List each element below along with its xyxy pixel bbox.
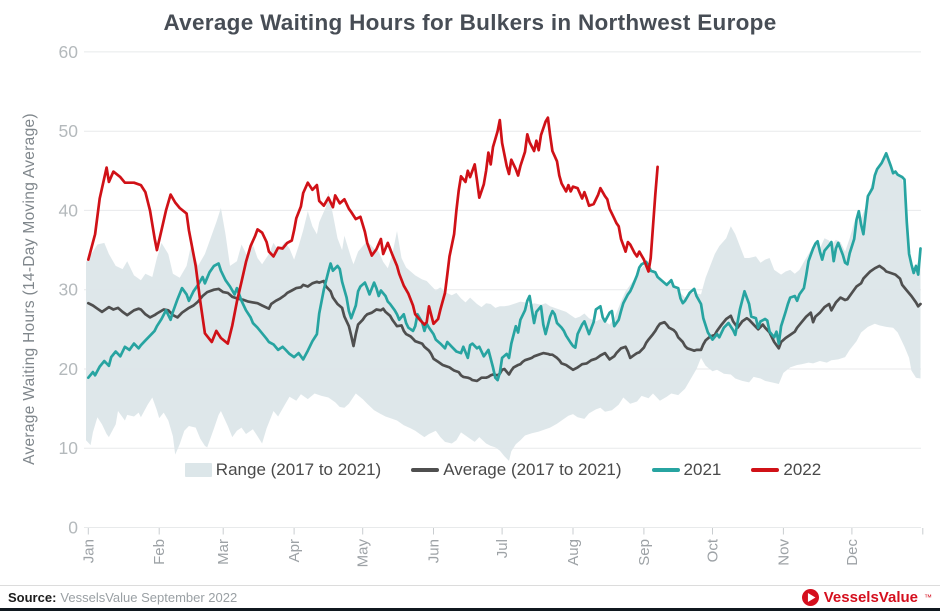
legend-label: 2022 bbox=[783, 460, 822, 479]
series-average-2017-to-2021-line bbox=[86, 264, 922, 383]
source-value: VesselsValue September 2022 bbox=[60, 589, 238, 605]
x-tick-label-Nov: Nov bbox=[775, 539, 792, 566]
footer-bar: Source: VesselsValue September 2022 Vesse… bbox=[0, 585, 940, 608]
x-tick-label-Oct: Oct bbox=[705, 538, 722, 562]
source-label: Source: bbox=[8, 589, 57, 605]
series-2022-line bbox=[86, 116, 659, 345]
range-band bbox=[86, 152, 921, 461]
vesselsvalue-logo-icon bbox=[801, 588, 819, 606]
y-tick-label-0: 0 bbox=[68, 518, 78, 538]
x-tick-label-Aug: Aug bbox=[565, 539, 582, 566]
x-tick-label-Feb: Feb bbox=[151, 539, 168, 565]
x-tick-label-Apr: Apr bbox=[286, 539, 303, 562]
source-text: Source: VesselsValue September 2022 bbox=[8, 590, 237, 605]
x-tick-label-May: May bbox=[355, 539, 372, 568]
y-tick-label-10: 10 bbox=[59, 438, 79, 458]
legend-item-2021[interactable]: 2021 bbox=[651, 460, 722, 480]
x-tick-label-Jan: Jan bbox=[80, 539, 97, 563]
logo-trademark: ™ bbox=[924, 592, 932, 602]
legend-swatch-icon bbox=[184, 463, 212, 477]
chart-area: Average Waiting Hours for Bulkers in Nor… bbox=[21, 10, 924, 567]
bottom-border bbox=[0, 608, 940, 611]
vesselsvalue-logo: VesselsValue ™ bbox=[801, 588, 932, 606]
legend-label: Range (2017 to 2021) bbox=[215, 460, 382, 479]
legend-label: Average (2017 to 2021) bbox=[443, 460, 622, 479]
legend-line-icon bbox=[411, 468, 440, 472]
plot-canvas: 0 10 20 30 40 50 60 Jan Feb Mar Apr May Jun Jul Aug Sep… bbox=[59, 42, 924, 568]
x-tick-label-Dec: Dec bbox=[844, 539, 861, 566]
chart-title: Average Waiting Hours for Bulkers in Nor… bbox=[163, 10, 777, 35]
legend-label: 2021 bbox=[683, 460, 722, 479]
chart-legend: Range (2017 to 2021) Average (2017 to 202… bbox=[85, 460, 921, 480]
y-tick-label-20: 20 bbox=[59, 359, 79, 379]
y-axis-title: Average Waiting Hours (14-Day Moving Ave… bbox=[21, 113, 38, 465]
legend-item-2022[interactable]: 2022 bbox=[751, 460, 821, 480]
series-2021-line bbox=[86, 151, 922, 382]
logo-text: VesselsValue bbox=[823, 588, 918, 606]
x-tick-label-Jun: Jun bbox=[426, 539, 443, 563]
legend-item-average-2017-to-2021[interactable]: Average (2017 to 2021) bbox=[411, 460, 622, 480]
chart-svg: 0 10 20 30 40 50 60 Jan Feb Mar Apr May Jun Jul Aug Sep… bbox=[59, 42, 924, 568]
x-tick-label-Sep: Sep bbox=[636, 539, 653, 566]
y-tick-label-50: 50 bbox=[59, 121, 79, 141]
legend-line-icon bbox=[651, 468, 680, 472]
legend-item-range-2017-to-2021[interactable]: Range (2017 to 2021) bbox=[184, 460, 382, 480]
y-tick-label-40: 40 bbox=[59, 200, 79, 220]
x-tick-label-Jul: Jul bbox=[494, 539, 511, 558]
legend-line-icon bbox=[751, 468, 780, 472]
y-tick-label-60: 60 bbox=[59, 42, 79, 62]
x-tick-label-Mar: Mar bbox=[215, 539, 232, 565]
y-tick-label-30: 30 bbox=[59, 280, 79, 300]
